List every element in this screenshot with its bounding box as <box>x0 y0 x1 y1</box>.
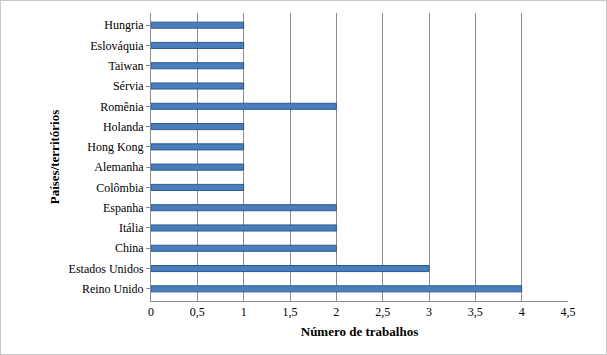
svg-text:1,5: 1,5 <box>283 305 298 319</box>
svg-text:1: 1 <box>241 305 247 319</box>
svg-text:4: 4 <box>519 305 525 319</box>
svg-text:2: 2 <box>333 305 339 319</box>
svg-text:3: 3 <box>426 305 432 319</box>
svg-text:0: 0 <box>148 305 154 319</box>
svg-text:4,5: 4,5 <box>561 305 576 319</box>
svg-text:China: China <box>115 241 144 255</box>
svg-text:Colômbia: Colômbia <box>96 181 144 195</box>
svg-text:Itália: Itália <box>119 221 144 235</box>
svg-text:Taiwan: Taiwan <box>108 59 143 73</box>
svg-text:Países/territórios: Países/territórios <box>47 110 62 205</box>
svg-text:3,5: 3,5 <box>468 305 483 319</box>
svg-text:Romênia: Romênia <box>100 100 144 114</box>
svg-text:Estados Unidos: Estados Unidos <box>69 262 144 276</box>
svg-text:Reino Unido: Reino Unido <box>82 282 144 296</box>
svg-text:Alemanha: Alemanha <box>94 160 144 174</box>
svg-text:0,5: 0,5 <box>190 305 205 319</box>
svg-text:Número de trabalhos: Número de trabalhos <box>301 324 418 339</box>
svg-text:Hong Kong: Hong Kong <box>87 140 143 154</box>
svg-text:Hungria: Hungria <box>104 18 144 32</box>
svg-text:Sérvia: Sérvia <box>113 79 144 93</box>
svg-text:Holanda: Holanda <box>103 120 144 134</box>
svg-text:Eslováquia: Eslováquia <box>90 39 144 53</box>
svg-text:Espanha: Espanha <box>103 201 144 215</box>
svg-text:2,5: 2,5 <box>375 305 390 319</box>
